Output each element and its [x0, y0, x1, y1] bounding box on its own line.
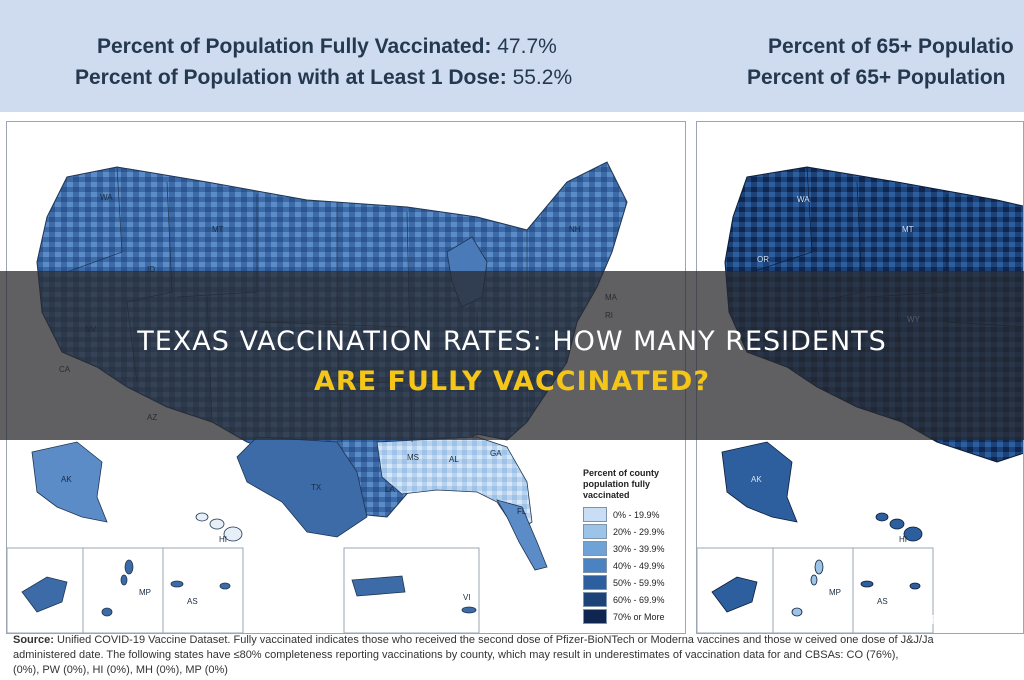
inset-boxes-65plus — [697, 547, 934, 633]
alaska-shape-65plus — [721, 441, 798, 523]
legend-item: 60% - 69.9% — [583, 591, 693, 608]
label-mt: MT — [212, 225, 224, 234]
overlay-title-line-1: Texas Vaccination Rates: How Many Reside… — [137, 326, 887, 357]
legend-label: 50% - 59.9% — [613, 577, 665, 588]
label-ak: AK — [61, 475, 72, 484]
source-line-3: (0%), PW (0%), HI (0%), MH (0%), MP (0%) — [13, 664, 228, 676]
label-fl: FL — [517, 507, 527, 516]
guam-shape-65plus — [711, 576, 758, 613]
hawaii-islands — [195, 512, 243, 542]
label-wa: WA — [100, 193, 113, 202]
source-line-2: administered date. The following states … — [13, 649, 898, 661]
overlay-title-line-2: Are Fully Vaccinated? — [313, 366, 711, 397]
legend-swatch — [583, 558, 607, 573]
legend-swatch — [583, 592, 607, 607]
one-dose-label: Percent of Population with at Least 1 Do… — [75, 66, 507, 89]
puerto-rico-shape — [351, 575, 406, 597]
label-la: LA — [385, 485, 395, 494]
legend: Percent of county population fully vacci… — [583, 468, 693, 625]
legend-item: 70% or More — [583, 608, 693, 625]
right-header-line-1: Percent of 65+ Populatio — [768, 35, 1014, 58]
label-nh: NH — [569, 225, 581, 234]
title-overlay — [0, 271, 1024, 440]
legend-label: 40% - 49.9% — [613, 560, 665, 571]
legend-label: 0% - 19.9% — [613, 509, 660, 520]
legend-swatch — [583, 575, 607, 590]
label-ms: MS — [407, 453, 419, 462]
legend-swatch — [583, 507, 607, 522]
virgin-islands-shape — [461, 606, 477, 614]
label-ak-65plus: AK — [751, 475, 762, 484]
left-header-line-2: Percent of Population with at Least 1 Do… — [75, 66, 572, 90]
label-as: AS — [187, 597, 198, 606]
mariana-islands-65plus — [791, 559, 824, 617]
legend-label: 20% - 29.9% — [613, 526, 665, 537]
florida-shape — [496, 499, 548, 571]
watermark-text: ASKFEDS — [900, 612, 970, 627]
fully-vaccinated-value: 47.7% — [497, 35, 557, 58]
legend-swatch — [583, 524, 607, 539]
legend-label: 70% or More — [613, 611, 665, 622]
samoa-islands-65plus — [860, 580, 921, 590]
fully-vaccinated-label: Percent of Population Fully Vaccinated: — [97, 35, 492, 58]
legend-swatch — [583, 541, 607, 556]
label-hi-65plus: HI — [899, 535, 907, 544]
label-mp-65plus: MP — [829, 588, 841, 597]
legend-rows: 0% - 19.9% 20% - 29.9% 30% - 39.9% 40% - 49… — [583, 506, 693, 625]
source-text-2: administered date. The following states … — [13, 649, 781, 661]
left-header-line-1: Percent of Population Fully Vaccinated: … — [97, 35, 557, 59]
mariana-islands — [101, 559, 134, 617]
legend-item: 50% - 59.9% — [583, 574, 693, 591]
alaska-shape — [31, 441, 108, 523]
label-ga: GA — [490, 449, 502, 458]
legend-item: 40% - 49.9% — [583, 557, 693, 574]
inset-boxes — [7, 547, 480, 633]
source-line-1: Source: Unified COVID-19 Vaccine Dataset… — [13, 634, 934, 646]
legend-label: 30% - 39.9% — [613, 543, 665, 554]
guam-shape — [21, 576, 68, 613]
legend-item: 20% - 29.9% — [583, 523, 693, 540]
label-vi: VI — [463, 593, 471, 602]
legend-label: 60% - 69.9% — [613, 594, 665, 605]
source-text-1-tail: ceived one dose of J&J/Ja — [805, 634, 934, 646]
label-id: ID — [147, 265, 155, 274]
texas-shape — [236, 436, 368, 538]
label-or-65plus: OR — [757, 255, 769, 264]
label-as-65plus: AS — [877, 597, 888, 606]
label-al: AL — [449, 455, 459, 464]
one-dose-value: 55.2% — [512, 66, 573, 89]
label-hi: HI — [219, 535, 227, 544]
source-text-1: Unified COVID-19 Vaccine Dataset. Fully … — [57, 634, 803, 646]
label-wa-65plus: WA — [797, 195, 810, 204]
legend-item: 30% - 39.9% — [583, 540, 693, 557]
right-header-line-2: Percent of 65+ Population — [747, 66, 1006, 89]
header-band — [0, 0, 1024, 112]
legend-item: 0% - 19.9% — [583, 506, 693, 523]
samoa-islands — [170, 580, 231, 590]
legend-title: Percent of county population fully vacci… — [583, 468, 660, 500]
source-label: Source: — [13, 634, 54, 646]
label-mt-65plus: MT — [902, 225, 914, 234]
label-mp: MP — [139, 588, 151, 597]
label-tx: TX — [311, 483, 322, 492]
hawaii-islands-65plus — [875, 512, 923, 542]
source-text-2-tail: and CBSAs: CO (76%), — [783, 649, 899, 661]
legend-swatch — [583, 609, 607, 624]
